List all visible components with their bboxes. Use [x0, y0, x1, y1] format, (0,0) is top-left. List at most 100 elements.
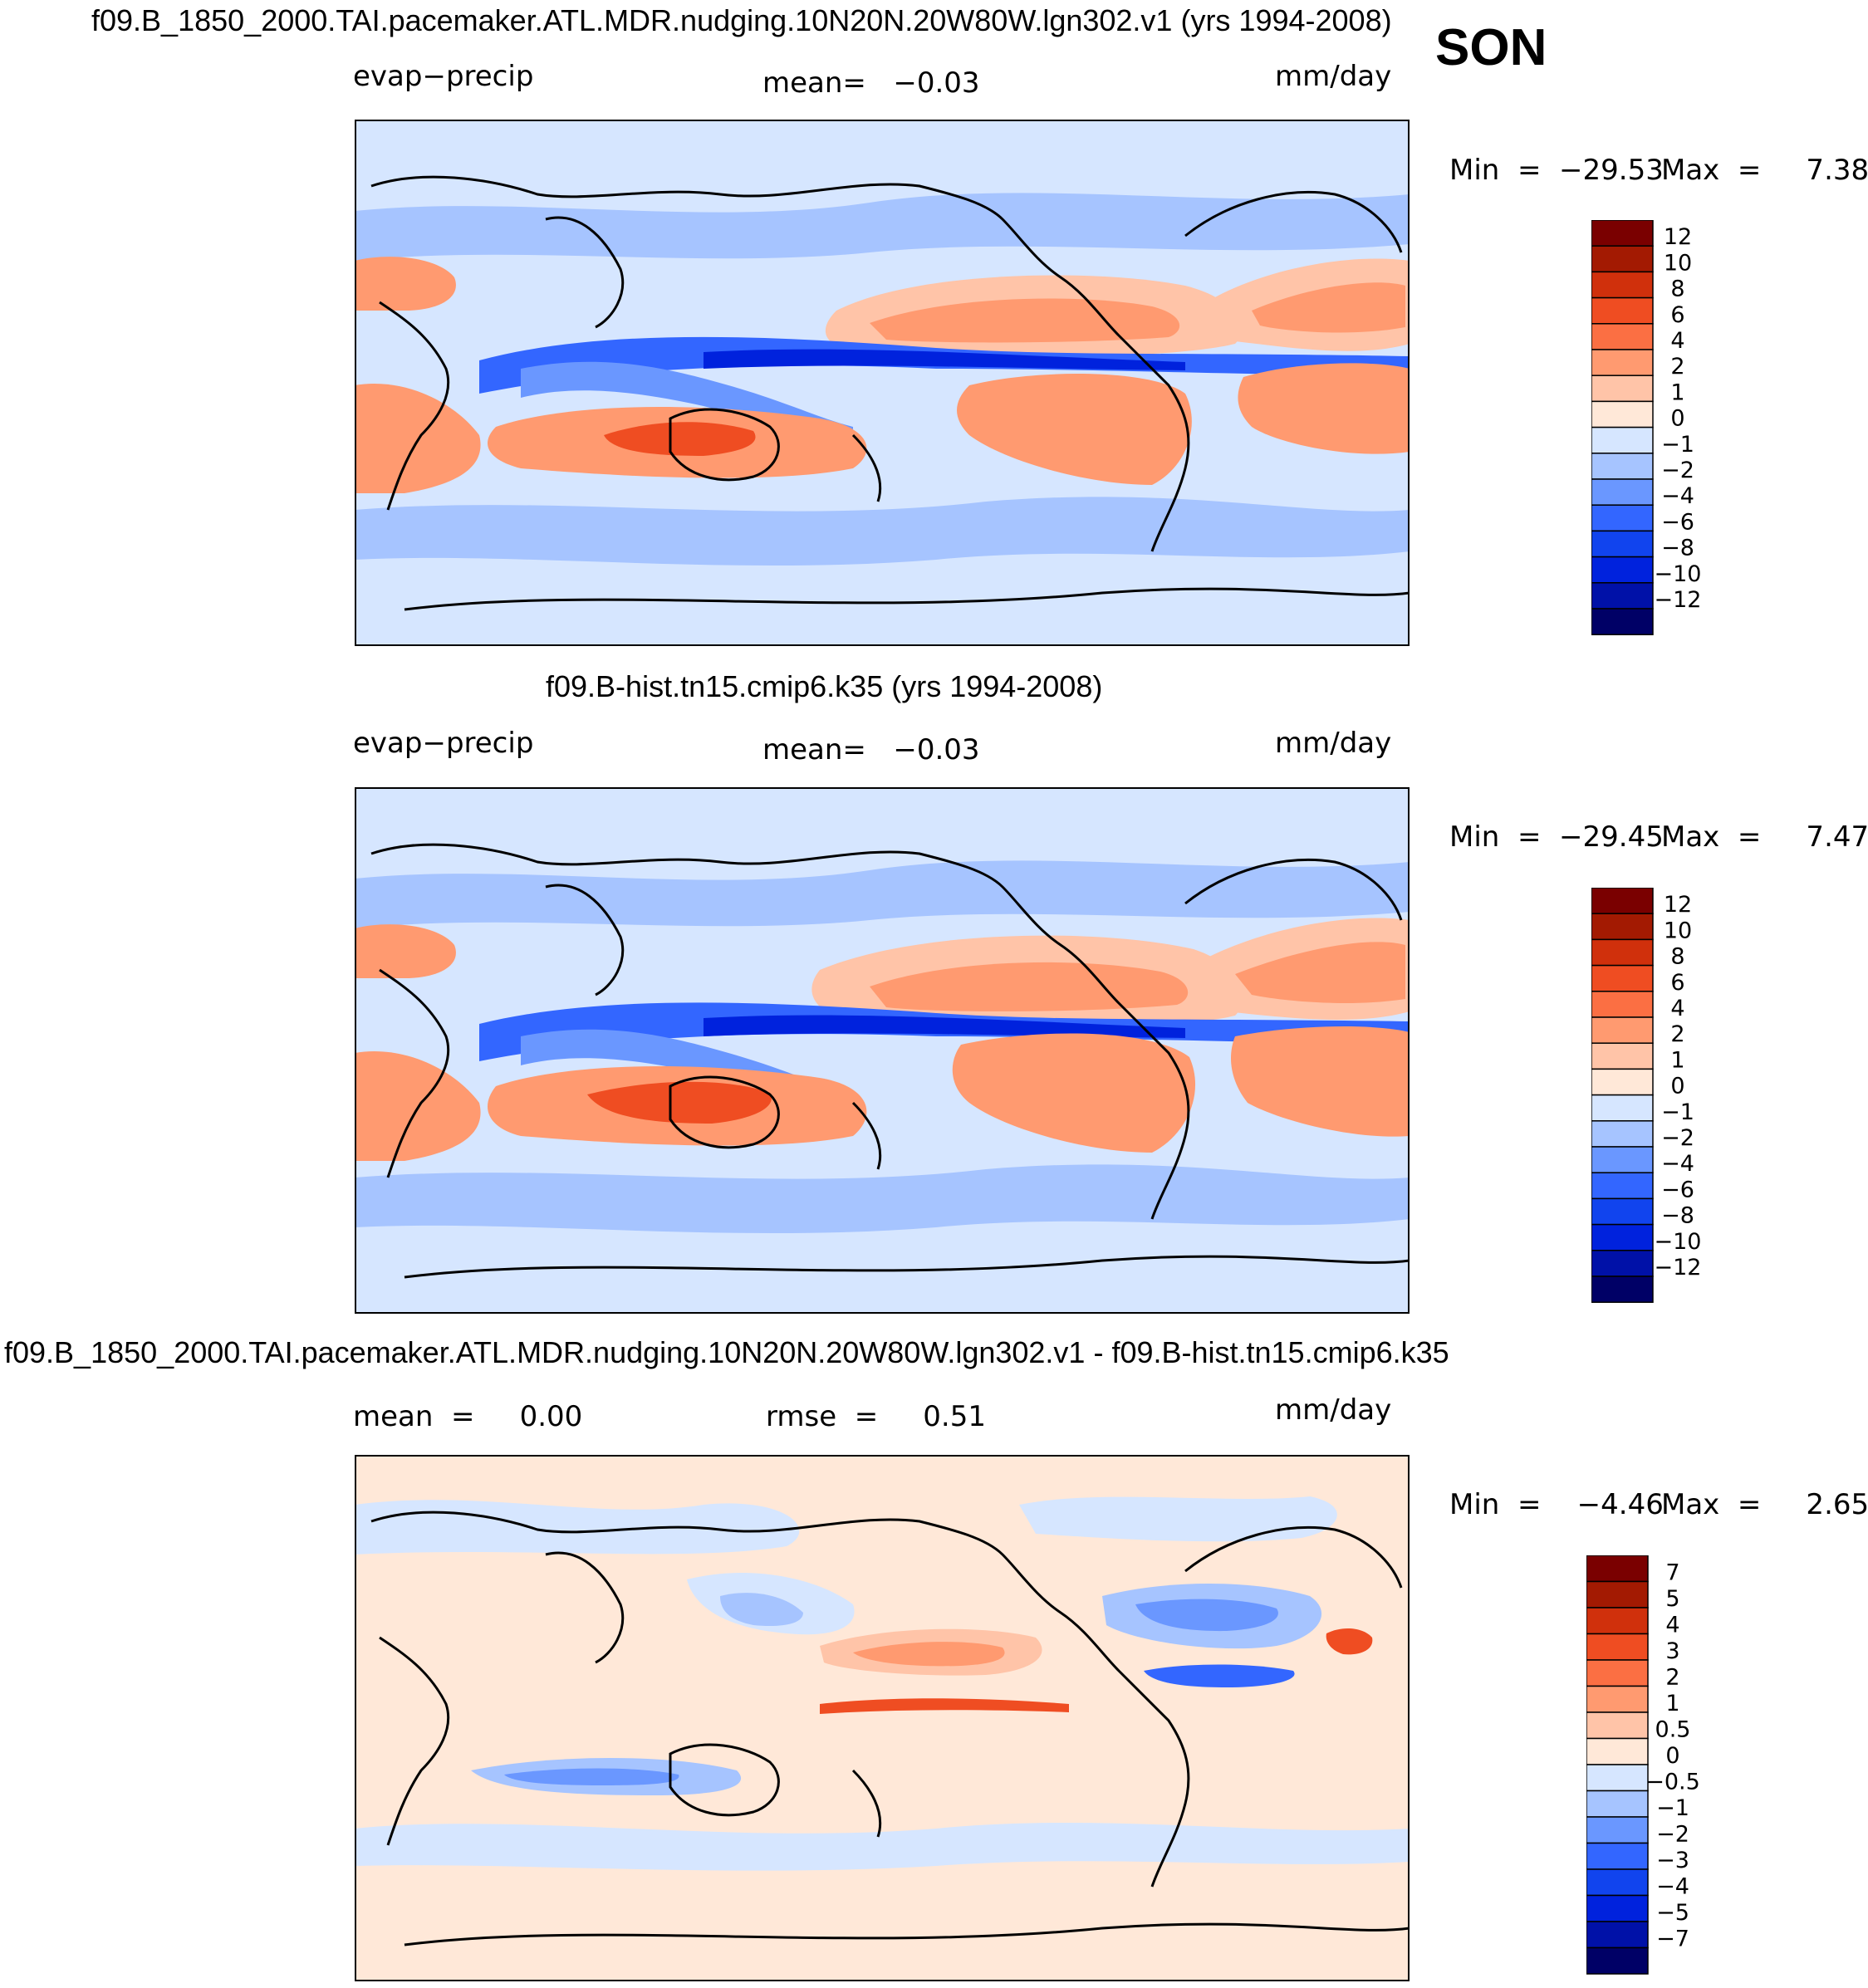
panel-3-min-label: Min = −4.46 — [1449, 1488, 1664, 1521]
colorbar-3-tick-label: −2 — [1656, 1822, 1689, 1848]
colorbar-1-swatch — [1591, 323, 1654, 350]
panel-2-min-label: Min = −29.45 — [1449, 820, 1664, 854]
colorbar-3-swatch — [1586, 1842, 1649, 1870]
colorbar-3-tick-label: −0.5 — [1645, 1770, 1700, 1795]
colorbar-1-swatch — [1591, 478, 1654, 506]
colorbar-2-swatch — [1591, 1146, 1654, 1173]
colorbar-2-swatch — [1591, 888, 1654, 914]
colorbar-1-tick-label: 0 — [1670, 406, 1684, 432]
colorbar-2-swatch — [1591, 1172, 1654, 1200]
colorbar-2-tick-label: −2 — [1661, 1125, 1694, 1151]
colorbar-1-swatch — [1591, 453, 1654, 480]
colorbar-3-tick-label: 7 — [1665, 1560, 1679, 1586]
colorbar-1-tick-label: 6 — [1670, 302, 1684, 328]
colorbar-3-tick-label: −4 — [1656, 1874, 1689, 1900]
panel-3-map — [355, 1455, 1410, 1981]
colorbar-2-swatch — [1591, 964, 1654, 992]
colorbar-3-tick-label: 1 — [1665, 1691, 1679, 1716]
colorbar-1-swatch — [1591, 582, 1654, 610]
colorbar-2-tick-label: 8 — [1670, 944, 1684, 970]
colorbar-2-swatch — [1591, 1094, 1654, 1122]
colorbar-3-swatch — [1586, 1580, 1649, 1609]
panel-1-map-svg — [355, 120, 1410, 646]
panel-3-colorbar: 7 5 4 3 2 1 0.5 0 −0.5 −1 −2 −3 −4 −5 −7 — [1586, 1555, 1807, 1979]
colorbar-2-swatch — [1591, 1120, 1654, 1148]
panel-2-max-label: Max = 7.47 — [1661, 820, 1868, 854]
colorbar-3-tick-label: −7 — [1656, 1927, 1689, 1952]
colorbar-3-tick-label: −3 — [1656, 1848, 1689, 1873]
panel-2-map-svg — [355, 787, 1410, 1314]
colorbar-2-swatch — [1591, 913, 1654, 941]
colorbar-2-tick-label: −8 — [1661, 1203, 1694, 1229]
colorbar-3-tick-label: 0 — [1665, 1743, 1679, 1769]
colorbar-2-tick-label: 1 — [1670, 1047, 1684, 1073]
panel-2-units-label: mm/day — [1275, 727, 1392, 760]
panel-3-max-label: Max = 2.65 — [1661, 1488, 1868, 1521]
colorbar-2-tick-label: −6 — [1661, 1177, 1694, 1202]
colorbar-2-swatch — [1591, 1250, 1654, 1277]
colorbar-3-swatch — [1586, 1946, 1649, 1975]
panel-1-variable-label: evap−precip — [353, 60, 534, 93]
colorbar-1-tick-label: −2 — [1661, 458, 1694, 483]
colorbar-3-swatch — [1586, 1790, 1649, 1818]
panel-2-variable-label: evap−precip — [353, 727, 534, 760]
panel-1-colorbar: 12 10 8 6 4 2 1 0 −1 −2 −4 −6 −8 −10 −12 — [1591, 220, 1807, 639]
colorbar-3-tick-label: 4 — [1665, 1613, 1679, 1638]
panel-3-title: f09.B_1850_2000.TAI.pacemaker.ATL.MDR.nu… — [4, 1335, 1449, 1369]
colorbar-1-tick-label: −8 — [1661, 536, 1694, 561]
colorbar-1-swatch — [1591, 296, 1654, 325]
colorbar-3-swatch — [1586, 1659, 1649, 1687]
season-label: SON — [1435, 19, 1547, 76]
colorbar-3-swatch — [1586, 1868, 1649, 1897]
colorbar-1-tick-label: 8 — [1670, 277, 1684, 302]
panel-1-max-label: Max = 7.38 — [1661, 154, 1868, 187]
panel-2-map — [355, 787, 1410, 1314]
colorbar-1-tick-label: 4 — [1670, 328, 1684, 354]
colorbar-3-swatch — [1586, 1816, 1649, 1844]
colorbar-1-swatch — [1591, 608, 1654, 635]
colorbar-3-swatch — [1586, 1711, 1649, 1740]
colorbar-1-swatch — [1591, 400, 1654, 428]
colorbar-3-swatch — [1586, 1894, 1649, 1922]
panel-3-mean-label: mean = 0.00 — [353, 1400, 583, 1433]
colorbar-1-tick-label: −10 — [1655, 561, 1702, 587]
panel-3-rmse-label: rmse = 0.51 — [766, 1400, 986, 1433]
colorbar-3-tick-label: −1 — [1656, 1795, 1689, 1821]
colorbar-3-swatch — [1586, 1764, 1649, 1792]
panel-1-title: f09.B_1850_2000.TAI.pacemaker.ATL.MDR.nu… — [91, 3, 1392, 37]
colorbar-1-tick-label: 10 — [1664, 250, 1692, 276]
colorbar-3-tick-label: 5 — [1665, 1586, 1679, 1612]
colorbar-2-swatch — [1591, 1223, 1654, 1251]
colorbar-3-swatch — [1586, 1685, 1649, 1713]
panel-1-mean-label: mean= −0.03 — [762, 66, 980, 100]
colorbar-2-tick-label: 10 — [1664, 918, 1692, 943]
colorbar-1-tick-label: 1 — [1670, 379, 1684, 405]
colorbar-2-swatch — [1591, 1016, 1654, 1044]
colorbar-3-swatch — [1586, 1921, 1649, 1949]
colorbar-3-swatch — [1586, 1555, 1649, 1583]
colorbar-2-tick-label: −10 — [1655, 1229, 1702, 1255]
colorbar-1-tick-label: −1 — [1661, 432, 1694, 458]
colorbar-2-tick-label: 6 — [1670, 970, 1684, 996]
colorbar-1-swatch — [1591, 349, 1654, 376]
colorbar-3-swatch — [1586, 1607, 1649, 1635]
colorbar-1-swatch — [1591, 220, 1654, 247]
colorbar-3-tick-label: −5 — [1656, 1900, 1689, 1926]
colorbar-1-swatch — [1591, 375, 1654, 403]
panel-1-units-label: mm/day — [1275, 60, 1392, 93]
colorbar-2-tick-label: −4 — [1661, 1151, 1694, 1177]
colorbar-2-swatch — [1591, 1068, 1654, 1096]
colorbar-3-tick-label: 0.5 — [1655, 1717, 1691, 1743]
colorbar-1-tick-label: −12 — [1655, 587, 1702, 613]
panel-2-title: f09.B-hist.tn15.cmip6.k35 (yrs 1994-2008… — [546, 669, 1103, 703]
colorbar-2-tick-label: 12 — [1664, 892, 1692, 918]
colorbar-2-tick-label: 2 — [1670, 1021, 1684, 1047]
panel-1-map — [355, 120, 1410, 646]
colorbar-1-swatch — [1591, 530, 1654, 558]
panel-3-units-label: mm/day — [1275, 1393, 1392, 1427]
colorbar-2-tick-label: −12 — [1655, 1255, 1702, 1280]
colorbar-1-swatch — [1591, 245, 1654, 273]
